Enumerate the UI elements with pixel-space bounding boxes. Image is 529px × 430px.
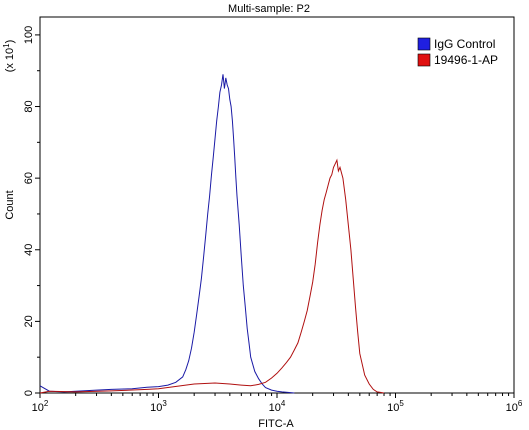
series-line-0 <box>39 74 295 394</box>
x-tick-label: 103 <box>150 399 167 414</box>
y-axis-title: Count <box>4 190 16 219</box>
legend-label-0: IgG Control <box>434 37 495 51</box>
y-tick-label: 20 <box>23 315 35 327</box>
y-tick-label: 80 <box>23 100 35 112</box>
y-scale-note: (x 101) <box>2 40 16 73</box>
x-tick-label: 104 <box>269 399 286 414</box>
legend-swatch-0 <box>417 37 431 51</box>
y-tick-label: 0 <box>23 390 35 396</box>
legend-label-1: 19496-1-AP <box>434 53 498 67</box>
plot-area: 0 20 40 60 80 100 102 103 104 105 106 <box>23 16 523 414</box>
legend: IgG Control 19496-1-AP <box>417 37 498 67</box>
series-line-1 <box>39 158 385 394</box>
x-tick-label: 106 <box>506 399 523 414</box>
y-tick-label: 40 <box>23 244 35 256</box>
x-tick-label: 105 <box>387 399 404 414</box>
chart-title: Multi-sample: P2 <box>228 3 310 15</box>
y-tick-label: 100 <box>23 26 35 44</box>
x-tick-label: 102 <box>32 399 49 414</box>
y-tick-label: 60 <box>23 172 35 184</box>
plot-frame <box>39 16 515 394</box>
x-axis-title: FITC-A <box>258 418 294 430</box>
legend-swatch-1 <box>417 53 431 67</box>
